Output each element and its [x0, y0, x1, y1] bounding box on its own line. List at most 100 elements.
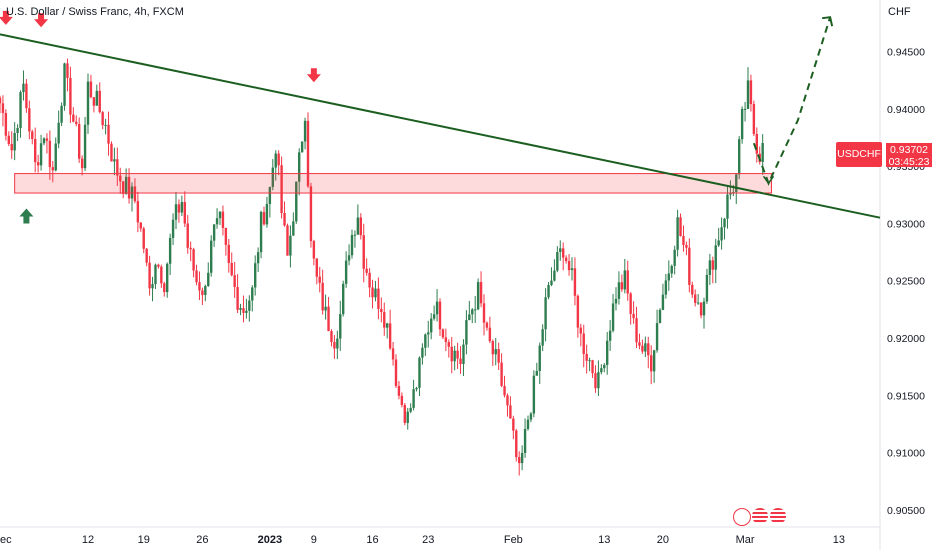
flash-event-icon[interactable]: [733, 508, 751, 526]
candle-body: [500, 362, 503, 386]
candle-body: [670, 265, 673, 274]
candle-body: [171, 219, 175, 238]
candle-body: [359, 217, 362, 236]
candle-body: [362, 235, 365, 269]
candle-body: [233, 275, 236, 287]
candle-body: [415, 387, 418, 390]
projection-path: [752, 16, 832, 186]
candle-body: [647, 343, 650, 356]
x-tick-label: 2023: [258, 534, 282, 546]
candle-body: [356, 217, 360, 235]
candle-body: [321, 282, 324, 311]
candle-body: [632, 313, 635, 319]
candle-body: [553, 270, 556, 281]
candle-body: [708, 260, 712, 275]
candle-body: [31, 131, 34, 139]
candle-body: [154, 264, 157, 285]
candle-body: [459, 358, 462, 364]
last-price-tag[interactable]: 0.93702 03:45:23: [886, 143, 932, 168]
candle-body: [573, 268, 577, 296]
candle-body: [735, 174, 738, 193]
y-tick-label: 0.92500: [887, 276, 925, 288]
x-tick-label: 13: [598, 534, 610, 546]
x-tick-label: 16: [366, 534, 378, 546]
candle-body: [89, 81, 93, 98]
candle-body: [626, 270, 629, 294]
candle-body: [312, 241, 316, 259]
candle-body: [274, 153, 277, 168]
candle-body: [421, 347, 424, 358]
candle-body: [726, 194, 729, 219]
candle-body: [242, 308, 245, 313]
us-flag-icon[interactable]: [770, 508, 786, 524]
candle-body: [80, 158, 84, 169]
candle-body: [547, 285, 550, 298]
candle-body: [617, 282, 621, 299]
us-flag-icon[interactable]: [752, 508, 768, 524]
candle-body: [10, 143, 13, 151]
candle-body: [177, 204, 181, 213]
candle-body: [251, 287, 254, 301]
candle-body: [104, 124, 107, 126]
candle-body: [4, 113, 8, 136]
candle-body: [579, 327, 582, 334]
candle-body: [661, 294, 665, 310]
candle-body: [462, 344, 465, 364]
candle-body: [743, 108, 747, 110]
candle-body: [201, 290, 204, 295]
candle-body: [749, 80, 753, 105]
candle-body: [526, 419, 530, 429]
candle-body: [207, 272, 210, 287]
candle-body: [13, 133, 16, 151]
candle-body: [248, 300, 251, 311]
candle-body: [303, 120, 307, 142]
candle-body: [485, 322, 489, 328]
candle-body: [471, 309, 474, 315]
candle-body: [300, 141, 304, 153]
candle-body: [532, 375, 536, 414]
candle-body: [729, 193, 732, 195]
candle-body: [603, 364, 606, 369]
candle-body: [63, 63, 66, 106]
symbol-price-tag[interactable]: USDCHF: [836, 142, 882, 167]
candle-body: [691, 284, 694, 295]
y-tick-label: 0.90500: [887, 505, 925, 517]
candle-body: [383, 312, 386, 328]
down-arrow-marker: [0, 10, 13, 25]
candle-body: [474, 309, 477, 311]
candle-body: [16, 128, 19, 134]
candle-body: [655, 323, 659, 351]
candle-body: [608, 330, 612, 341]
candle-body: [48, 140, 52, 168]
x-tick-label: 19: [138, 534, 150, 546]
candle-body: [160, 266, 163, 284]
candle-body: [509, 405, 512, 419]
candle-body: [397, 386, 401, 396]
candle-body: [556, 251, 559, 271]
candle-body: [66, 63, 69, 78]
candle-body: [720, 227, 723, 241]
projection-dip-marker: [762, 175, 775, 185]
candle-body: [641, 345, 644, 352]
x-axis-ticks: ec 12 19 26 2023 9 16 23 Feb 13 20 Mar 13: [0, 534, 845, 546]
x-tick-label: Mar: [736, 534, 755, 546]
candle-body: [435, 301, 439, 315]
candle-body: [271, 167, 274, 187]
candle-body: [353, 234, 357, 236]
candle-body: [544, 297, 547, 330]
candle-body: [224, 227, 228, 245]
candle-body: [497, 349, 500, 363]
x-tick-label: ec: [0, 534, 12, 546]
candle-body: [585, 353, 588, 361]
candle-body: [350, 235, 354, 256]
y-tick-label: 0.94500: [887, 47, 925, 59]
candle-body: [113, 159, 116, 162]
candle-body: [22, 83, 25, 93]
symbol-label: USDCHF: [837, 148, 881, 160]
candle-body: [298, 152, 301, 182]
candle-body: [562, 248, 565, 258]
candle-body: [259, 211, 263, 253]
candle-body: [430, 318, 433, 333]
candles-group: [0, 58, 764, 476]
